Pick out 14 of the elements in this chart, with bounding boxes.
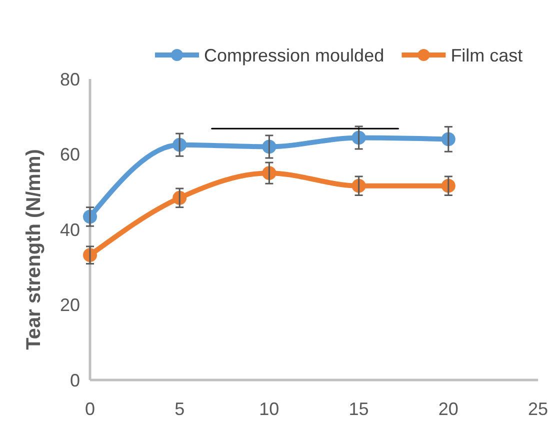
x-tick-label: 20 (438, 399, 458, 419)
x-tick-label: 0 (84, 399, 96, 419)
y-tick-label: 80 (60, 69, 80, 90)
y-tick-label: 60 (60, 144, 80, 165)
y-tick-label: 20 (60, 295, 80, 316)
x-tick-label: 5 (174, 399, 185, 419)
y-tick-label: 40 (60, 220, 80, 240)
legend-label: Compression moulded (204, 45, 384, 66)
x-tick-label: 10 (259, 399, 280, 419)
y-tick-label: 0 (70, 370, 80, 390)
x-tick-label: 15 (348, 399, 369, 419)
x-tick-label: 25 (528, 399, 548, 419)
legend-label: Film cast (450, 45, 523, 66)
y-axis-title: Tear strength (N/mm) (23, 149, 45, 350)
